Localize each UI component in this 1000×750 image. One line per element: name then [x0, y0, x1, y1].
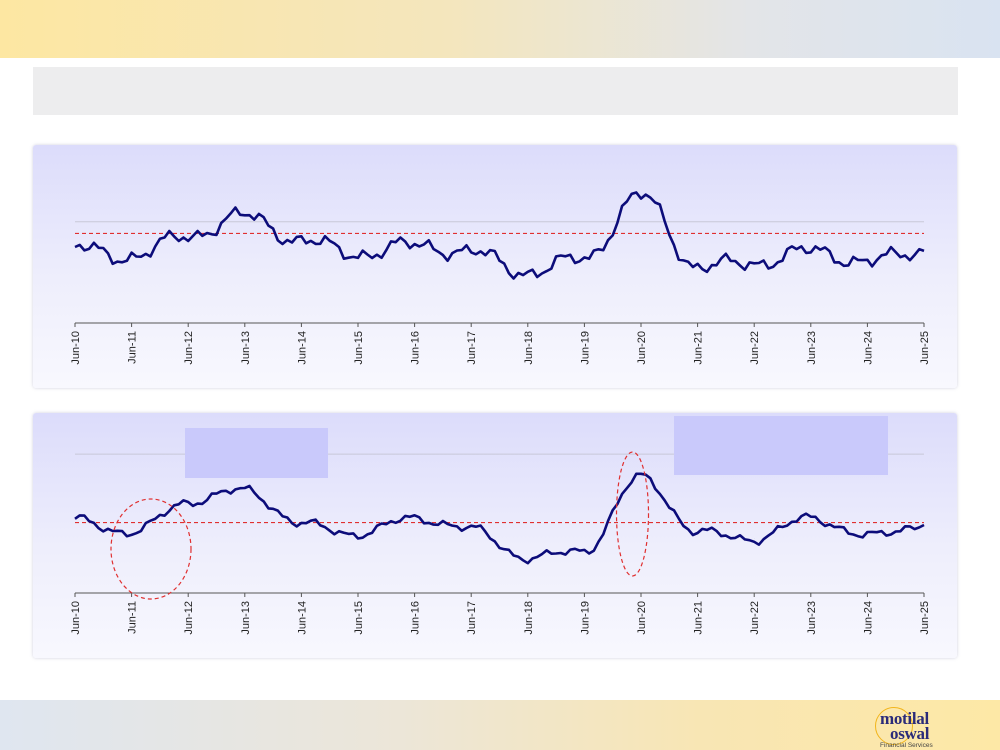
chart-1-svg: Jun-10 Jun-11 Jun-12 Jun-13 Jun-14 Jun-15 Jun-… — [70, 191, 931, 365]
x-tick-label: Jun-23 — [806, 601, 818, 635]
annotation-box-left — [185, 428, 328, 478]
x-tick-label: Jun-19 — [579, 331, 591, 365]
x-tick-label: Jun-12 — [183, 601, 195, 635]
footer-band — [0, 700, 1000, 750]
x-tick-label: Jun-19 — [579, 601, 591, 635]
series-line — [74, 472, 925, 565]
x-tick-label: Jun-23 — [806, 331, 818, 365]
company-logo: motilal oswal Financial Services — [868, 705, 958, 749]
x-tick-label: Jun-14 — [296, 601, 308, 635]
x-tick-label: Jun-25 — [919, 331, 931, 365]
x-tick-label: Jun-18 — [523, 601, 535, 635]
x-tick-label: Jun-20 — [636, 601, 648, 635]
chart-panel-2: Jun-10 Jun-11 Jun-12 Jun-13 Jun-14 Jun-15 Jun-… — [33, 413, 957, 658]
x-tick-label: Jun-16 — [410, 601, 422, 635]
highlight-ellipse — [110, 498, 192, 600]
page-title-box — [33, 67, 958, 115]
x-tick-label: Jun-14 — [296, 331, 308, 365]
highlight-ellipse — [615, 451, 650, 577]
x-tick-label: Jun-21 — [693, 601, 705, 635]
x-tick-label: Jun-22 — [749, 601, 761, 635]
x-tick-label: Jun-17 — [466, 601, 478, 635]
x-tick-label: Jun-11 — [127, 601, 139, 634]
x-tick-label: Jun-25 — [919, 601, 931, 635]
x-tick-label: Jun-15 — [353, 601, 365, 635]
chart-panel-1: Jun-10 Jun-11 Jun-12 Jun-13 Jun-14 Jun-15 Jun-… — [33, 145, 957, 388]
x-tick-label: Jun-24 — [862, 331, 874, 365]
series-line — [74, 191, 925, 280]
x-tick-label: Jun-10 — [70, 601, 82, 635]
x-tick-label: Jun-17 — [466, 331, 478, 365]
x-tick-label: Jun-12 — [183, 331, 195, 365]
x-tick-label: Jun-10 — [70, 331, 82, 365]
x-tick-label: Jun-13 — [240, 601, 252, 635]
x-tick-label: Jun-13 — [240, 331, 252, 365]
x-tick-label: Jun-20 — [636, 331, 648, 365]
logo-ring-icon — [875, 707, 913, 745]
header-band — [0, 0, 1000, 58]
chart-2-group: Jun-10 Jun-11 Jun-12 Jun-13 Jun-14 Jun-15 Jun-… — [70, 451, 931, 635]
x-tick-label: Jun-22 — [749, 331, 761, 365]
x-tick-label: Jun-15 — [353, 331, 365, 365]
x-tick-label: Jun-16 — [410, 331, 422, 365]
x-tick-label: Jun-21 — [693, 331, 705, 365]
annotation-box-right — [674, 416, 888, 475]
chart-1-group: Jun-10 Jun-11 Jun-12 Jun-13 Jun-14 Jun-15 Jun-… — [70, 191, 931, 365]
logo-text-line2: oswal — [890, 724, 930, 743]
logo-subtitle: Financial Services — [880, 742, 933, 749]
x-tick-label: Jun-11 — [127, 331, 139, 364]
x-tick-label: Jun-24 — [862, 601, 874, 635]
x-tick-label: Jun-18 — [523, 331, 535, 365]
logo-text-line1: motilal — [880, 709, 929, 728]
